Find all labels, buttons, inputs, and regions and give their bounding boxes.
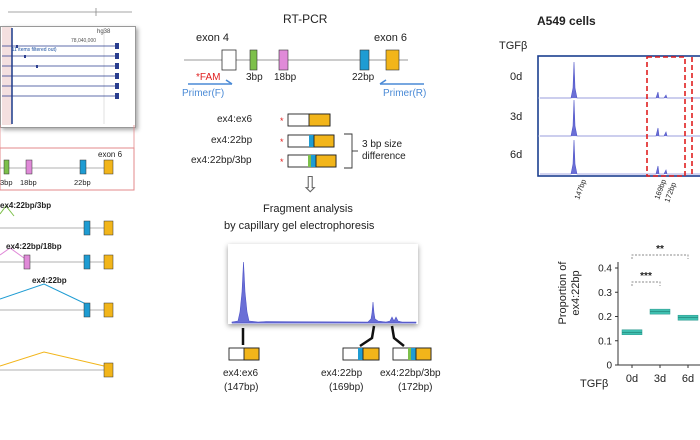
a549-tgf-label: TGFβ — [499, 40, 528, 52]
product-ex4-22bp-bar — [287, 134, 335, 148]
zoom-label-22bp: 22bp — [74, 178, 91, 187]
isoform-label-2: ex4:22bp/18bp — [6, 242, 62, 251]
a549-row-0d: 0d — [510, 71, 523, 83]
primer-r-label: Primer(R) — [383, 88, 427, 99]
left-diagram-svg — [0, 8, 135, 378]
chart-xlabel-prefix: TGFβ — [580, 378, 609, 390]
significance-bracket — [631, 254, 689, 259]
significance-bracket — [631, 281, 661, 286]
peak-bar-ex4-22bp-3bp — [392, 347, 432, 361]
highlight-box — [646, 56, 686, 177]
zoom-label-18bp: 18bp — [20, 178, 37, 187]
electropherogram-frame — [228, 244, 418, 324]
fragment-title-2: by capillary gel electrophoresis — [224, 220, 375, 232]
down-arrow-icon: ⇩ — [301, 172, 320, 197]
a549-trace-frame — [537, 55, 700, 177]
zoom-exon6-label: exon 6 — [98, 150, 123, 159]
isoform-label-1: ex4:22bp/3bp — [0, 201, 52, 210]
peak-bar-ex4-ex6 — [228, 347, 260, 361]
a549-xlabel-169: 169bp — [652, 178, 668, 201]
primer-f-label: Primer(F) — [182, 88, 225, 99]
exon4-box — [221, 49, 237, 71]
product-ex4-ex6-bar — [287, 113, 331, 127]
browser-track: 44 (11 items filtered out) — [3, 47, 57, 53]
label-22bp: 22bp — [352, 72, 375, 83]
data-point-6d — [677, 314, 699, 321]
exon6-label: exon 6 — [374, 32, 408, 44]
label-3bp: 3bp — [246, 72, 263, 83]
a549-trace-6d — [540, 139, 700, 175]
size-note: 3 bp size difference — [362, 139, 406, 162]
fam-label: *FAM — [196, 72, 221, 83]
a549-title: A549 cells — [537, 14, 596, 28]
data-point-0d — [621, 329, 643, 336]
peak-name-3: ex4:22bp/3bp — [380, 368, 441, 379]
a549-row-6d: 6d — [510, 149, 523, 161]
peak-size-1: (147bp) — [224, 382, 259, 393]
zoom-label-3bp: 3bp — [0, 178, 13, 187]
y-tick-label: 0 — [606, 361, 612, 372]
peak-name-2: ex4:22bp — [321, 368, 363, 379]
svg-text:*: * — [280, 116, 284, 126]
fragment-title-1: Fragment analysis — [263, 203, 353, 215]
exon-18bp-box — [278, 49, 289, 71]
isoform-label-3: ex4:22bp — [32, 276, 67, 285]
exon6-box — [385, 49, 400, 71]
label-18bp: 18bp — [274, 72, 297, 83]
a549-trace-0d — [540, 61, 700, 99]
peak-name-1: ex4:ex6 — [223, 368, 259, 379]
exon-3bp-box — [249, 49, 258, 71]
significance-label: ** — [656, 244, 664, 255]
x-tick-label: 0d — [626, 373, 638, 385]
x-tick-label: 6d — [682, 373, 694, 385]
size-bracket — [344, 133, 353, 169]
y-tick-label: 0.3 — [598, 288, 612, 299]
rtpcr-title: RT-PCR — [283, 12, 328, 26]
data-point-3d — [649, 308, 671, 315]
svg-text:*: * — [280, 137, 284, 147]
browser-coord: 78,040,000 — [71, 38, 97, 44]
genome-browser: hg38 78,040,000 44 (11 items filtered ou… — [0, 26, 136, 128]
svg-text:*: * — [280, 157, 284, 167]
y-tick-label: 0.1 — [598, 336, 612, 347]
peak-size-3: (172bp) — [398, 382, 433, 393]
y-tick-label: 0.2 — [598, 312, 612, 323]
a549-trace-3d — [540, 99, 700, 137]
browser-assembly: hg38 — [97, 29, 111, 35]
y-tick-label: 0.4 — [598, 264, 612, 275]
a549-xlabel-172: 172bp — [662, 181, 678, 204]
x-tick-label: 3d — [654, 373, 666, 385]
a549-xlabel-147: 147bp — [572, 178, 588, 201]
product-ex4-22bp-3bp-bar — [287, 154, 337, 168]
product-label-2: ex4:22bp — [211, 135, 253, 146]
exon-22bp-box — [359, 49, 370, 71]
a549-row-3d: 3d — [510, 111, 523, 123]
significance-label: *** — [640, 271, 652, 282]
exon4-label: exon 4 — [196, 32, 230, 44]
product-label-1: ex4:ex6 — [217, 114, 253, 125]
peak-size-2: (169bp) — [329, 382, 364, 393]
chart-ylabel: Proportion of ex4:22bp — [557, 261, 582, 325]
peak-bar-ex4-22bp — [342, 347, 380, 361]
product-label-3: ex4:22bp/3bp — [191, 155, 252, 166]
